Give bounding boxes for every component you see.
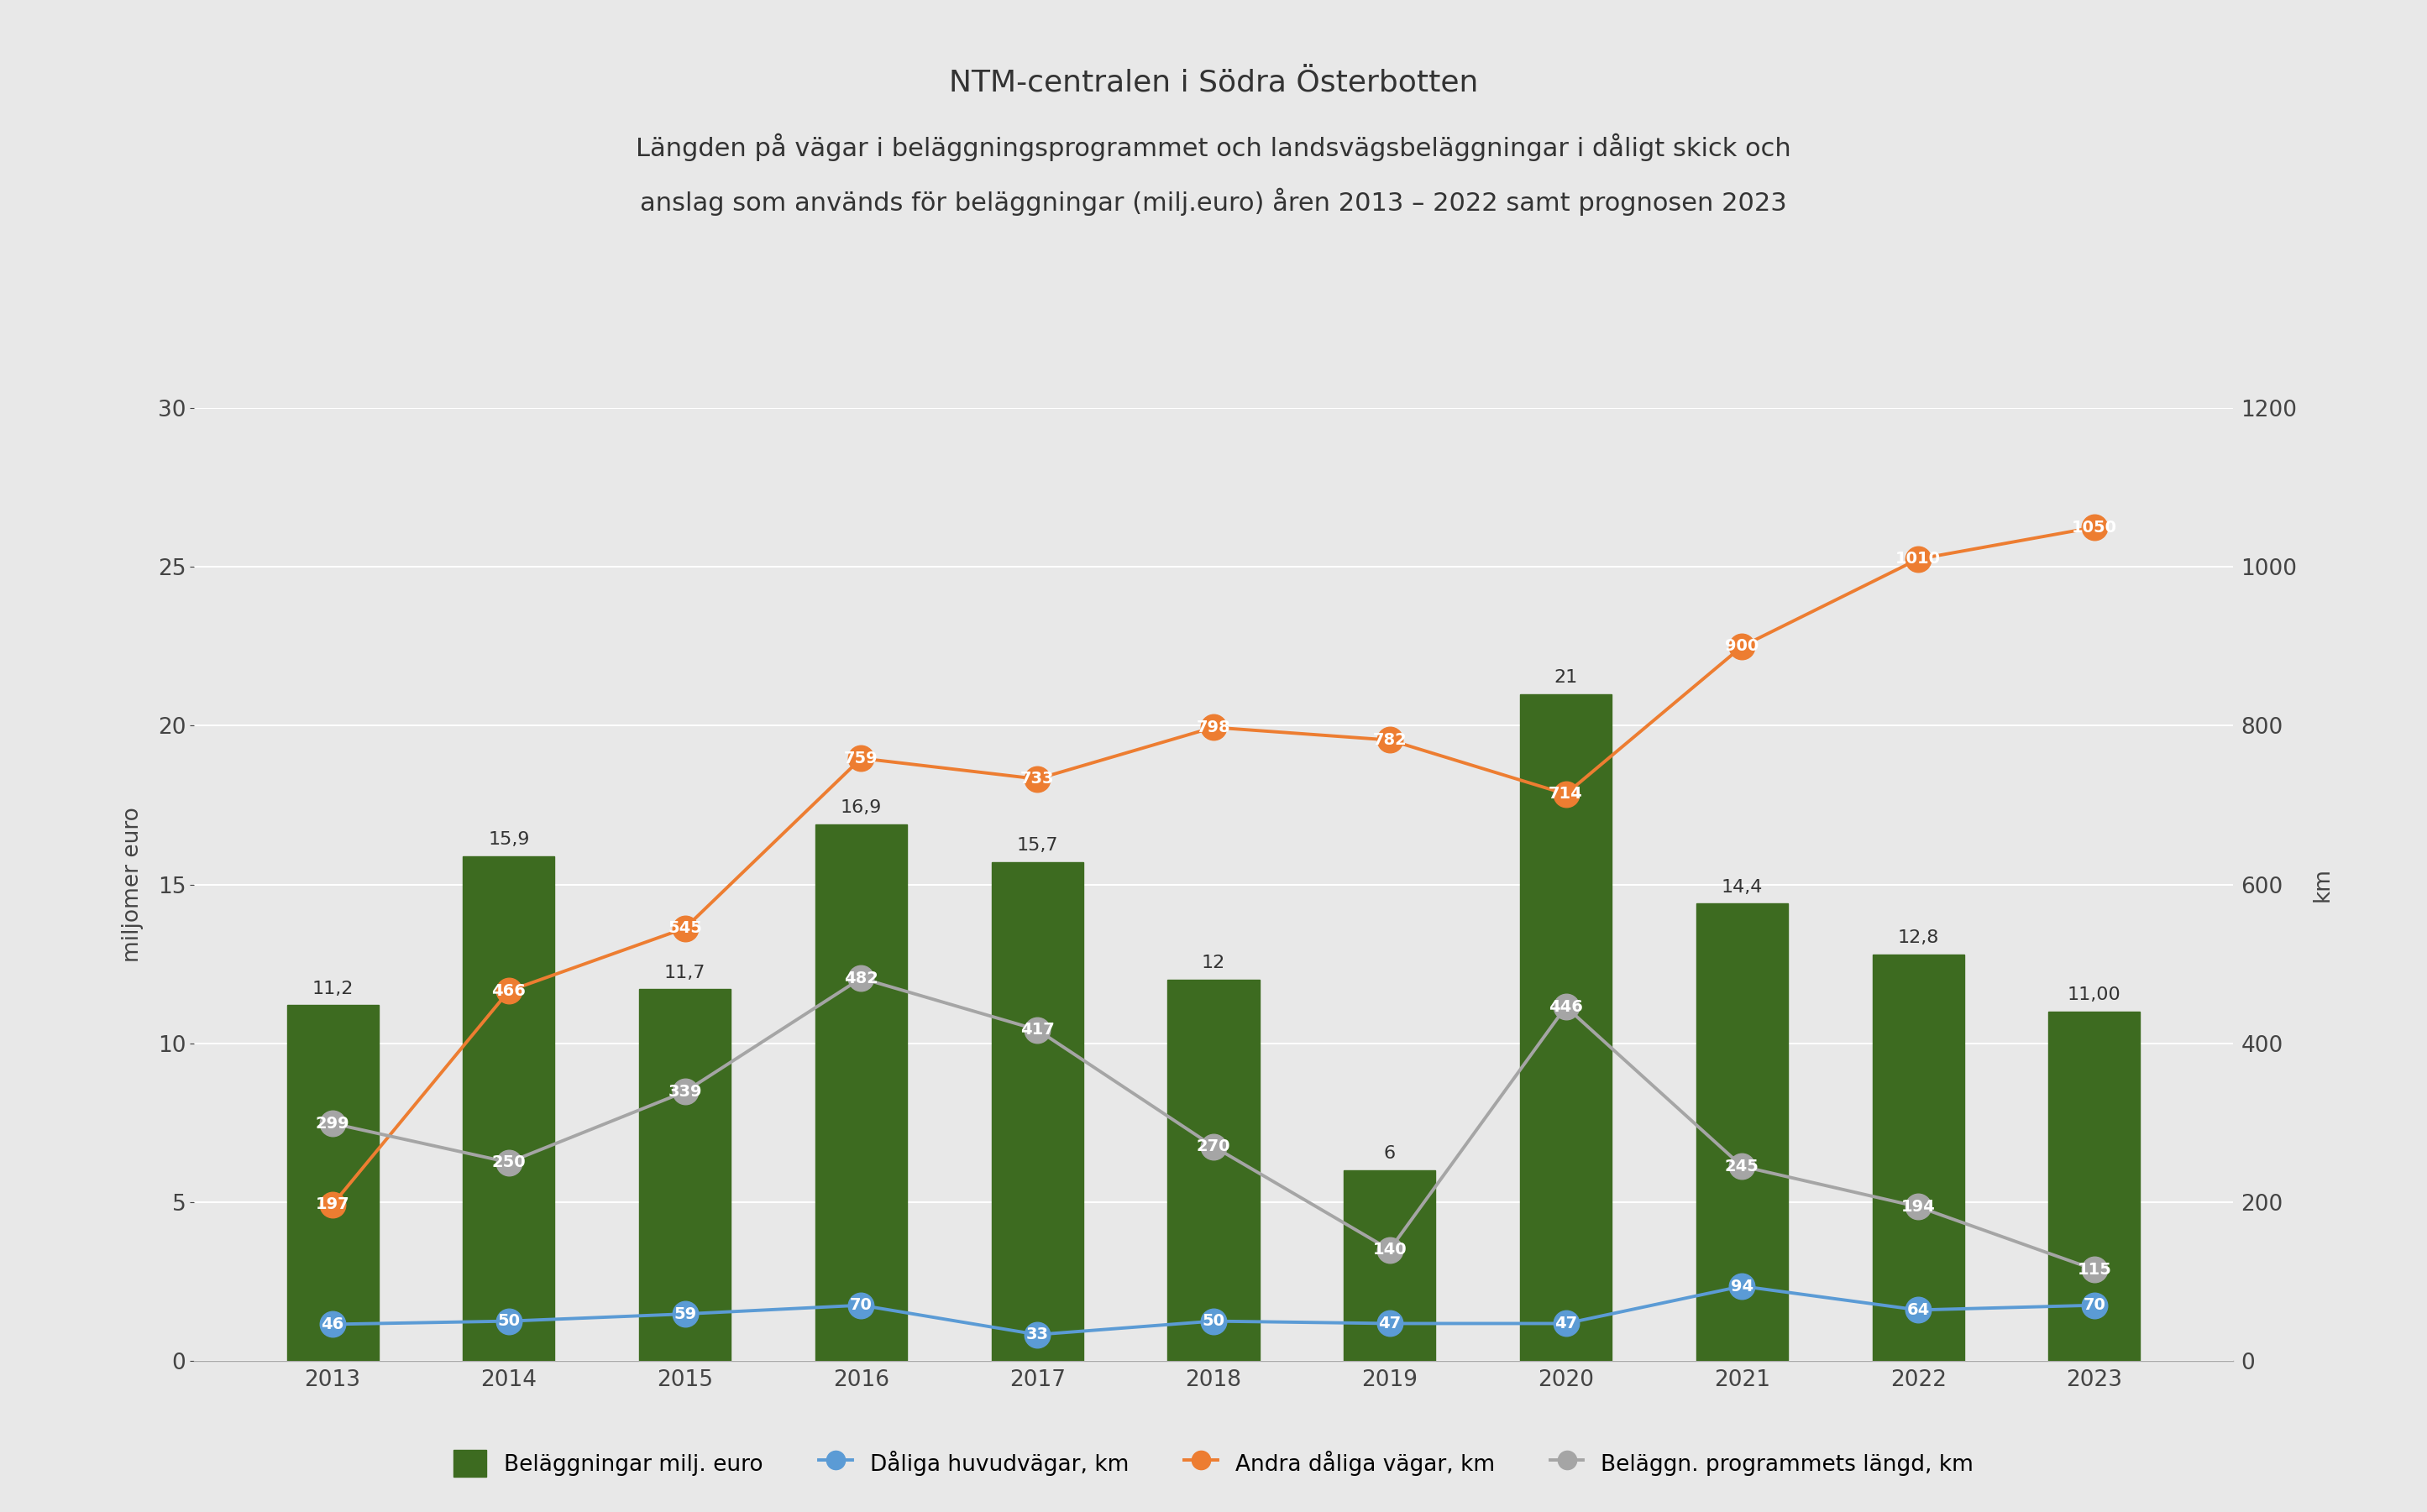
Text: 21: 21 (1553, 668, 1578, 686)
Text: 11,7: 11,7 (665, 965, 706, 981)
Text: 59: 59 (675, 1306, 697, 1321)
Text: 714: 714 (1548, 786, 1582, 801)
Bar (1871, 954, 1963, 1361)
Y-axis label: miljomer euro: miljomer euro (121, 807, 143, 962)
Text: 33: 33 (1027, 1326, 1048, 1343)
Text: NTM-centralen i Södra Österbotten: NTM-centralen i Södra Österbotten (949, 68, 1478, 97)
Text: 245: 245 (1726, 1158, 1760, 1175)
Text: 11,2: 11,2 (313, 980, 354, 996)
Text: 12: 12 (1201, 954, 1226, 972)
Text: 782: 782 (1374, 732, 1408, 748)
Bar (1696, 904, 1789, 1361)
Text: 1050: 1050 (2073, 519, 2116, 535)
Text: 47: 47 (1553, 1315, 1578, 1332)
Text: anslag som används för beläggningar (milj.euro) åren 2013 – 2022 samt prognosen : anslag som används för beläggningar (mil… (641, 187, 1786, 215)
Bar (993, 862, 1082, 1361)
Text: 11,00: 11,00 (2068, 986, 2121, 1004)
Text: 115: 115 (2078, 1261, 2111, 1278)
Text: 759: 759 (845, 750, 879, 767)
Text: 6: 6 (1383, 1145, 1396, 1163)
Bar (1167, 980, 1260, 1361)
Text: 47: 47 (1379, 1315, 1400, 1332)
Text: 194: 194 (1900, 1199, 1934, 1214)
Text: 70: 70 (2082, 1297, 2107, 1314)
Text: 14,4: 14,4 (1721, 878, 1762, 895)
Text: 417: 417 (1019, 1022, 1053, 1037)
Text: 46: 46 (320, 1317, 345, 1332)
Bar (1519, 694, 1612, 1361)
Text: 64: 64 (1908, 1302, 1929, 1318)
Text: 12,8: 12,8 (1898, 930, 1939, 947)
Text: 15,9: 15,9 (488, 832, 529, 848)
Text: 482: 482 (845, 971, 879, 986)
Bar (638, 989, 731, 1361)
Text: 1010: 1010 (1895, 550, 1942, 567)
Text: 94: 94 (1730, 1278, 1752, 1294)
Bar (1345, 1170, 1434, 1361)
Text: 250: 250 (493, 1154, 527, 1170)
Text: 733: 733 (1019, 771, 1053, 786)
Text: 15,7: 15,7 (1017, 838, 1058, 854)
Text: 446: 446 (1548, 999, 1582, 1015)
Legend: Beläggningar milj. euro, Dåliga huvudvägar, km, Andra dåliga vägar, km, Beläggn.: Beläggningar milj. euro, Dåliga huvudväg… (444, 1441, 1983, 1486)
Text: 197: 197 (316, 1196, 349, 1213)
Text: 545: 545 (667, 921, 701, 936)
Text: 70: 70 (849, 1297, 871, 1314)
Text: 270: 270 (1197, 1139, 1230, 1155)
Text: 900: 900 (1726, 638, 1760, 655)
Bar (464, 856, 556, 1361)
Text: 16,9: 16,9 (840, 800, 881, 816)
Text: 50: 50 (1201, 1312, 1226, 1329)
Text: 798: 798 (1197, 720, 1230, 735)
Text: 466: 466 (493, 983, 527, 999)
Bar (2048, 1012, 2141, 1361)
Text: 140: 140 (1374, 1241, 1408, 1258)
Bar (815, 824, 908, 1361)
Text: Längden på vägar i beläggningsprogrammet och landsvägsbeläggningar i dåligt skic: Längden på vägar i beläggningsprogrammet… (636, 133, 1791, 160)
Text: 339: 339 (667, 1084, 701, 1099)
Y-axis label: km: km (2311, 868, 2332, 901)
Text: 299: 299 (316, 1116, 349, 1131)
Text: 50: 50 (498, 1312, 519, 1329)
Bar (286, 1005, 379, 1361)
